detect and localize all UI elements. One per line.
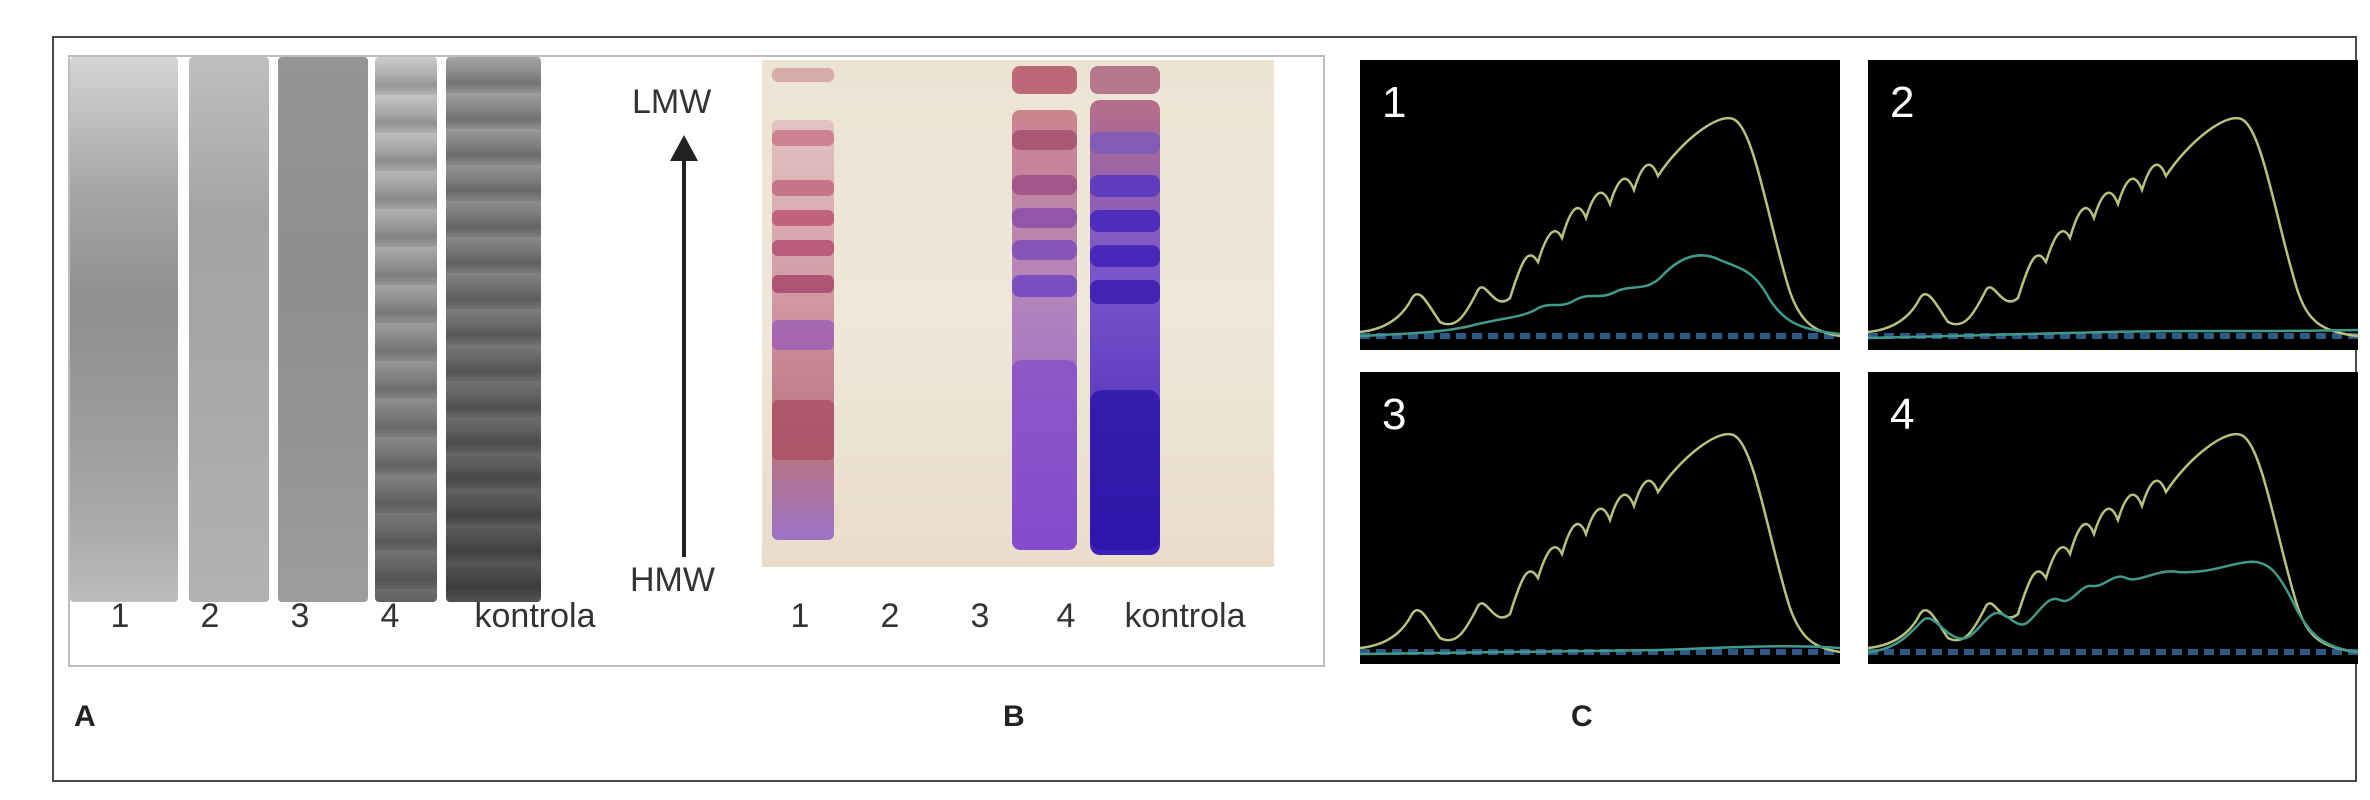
chromatogram-1-label: 1 [1382,78,1407,127]
gel-b-label-1: 1 [790,597,810,635]
chromatogram-2-label: 2 [1890,78,1915,127]
gel-a-label-2: 2 [200,597,220,635]
gel-panels-box: 1 2 3 4 kontrola LMW HMW [68,55,1325,667]
gel-b-label-control: kontrola [1124,597,1246,635]
chromatogram-2: 2 [1868,60,2358,350]
gel-a-lane-3 [278,57,368,602]
arrow-up-icon [670,135,698,161]
chromatogram-3-traces [1360,433,1840,656]
chromatogram-4-traces [1868,433,2358,655]
panel-letter-c: C [1571,700,1593,733]
gel-b-bands [772,66,1160,555]
gel-b-label-2: 2 [880,597,900,635]
panel-letter-b: B [1003,700,1025,733]
gel-a-lane-1 [70,57,178,602]
lmw-label: LMW [632,83,712,121]
gel-a-lane-control [446,57,541,602]
gel-a-lane-2 [189,57,269,602]
chromatogram-2-traces [1868,117,2358,340]
arrow-shaft [682,157,686,557]
gel-a-lane-4 [375,57,437,602]
chromatogram-1: 1 [1360,60,1840,350]
gel-a-label-4: 4 [380,597,400,635]
gel-b-label-3: 3 [970,597,990,635]
gel-b-image [762,60,1274,567]
gel-a-label-3: 3 [290,597,310,635]
chromatogram-1-traces [1360,117,1840,339]
gel-b-label-4: 4 [1056,597,1076,635]
panel-letter-a: A [74,700,96,733]
gel-a-label-control: kontrola [474,597,596,635]
chromatogram-3: 3 [1360,372,1840,664]
chromatogram-4: 4 [1868,372,2358,664]
hmw-label: HMW [630,561,715,599]
gel-a-label-1: 1 [110,597,130,635]
chromatogram-3-label: 3 [1382,390,1407,439]
chromatogram-4-label: 4 [1890,390,1915,439]
